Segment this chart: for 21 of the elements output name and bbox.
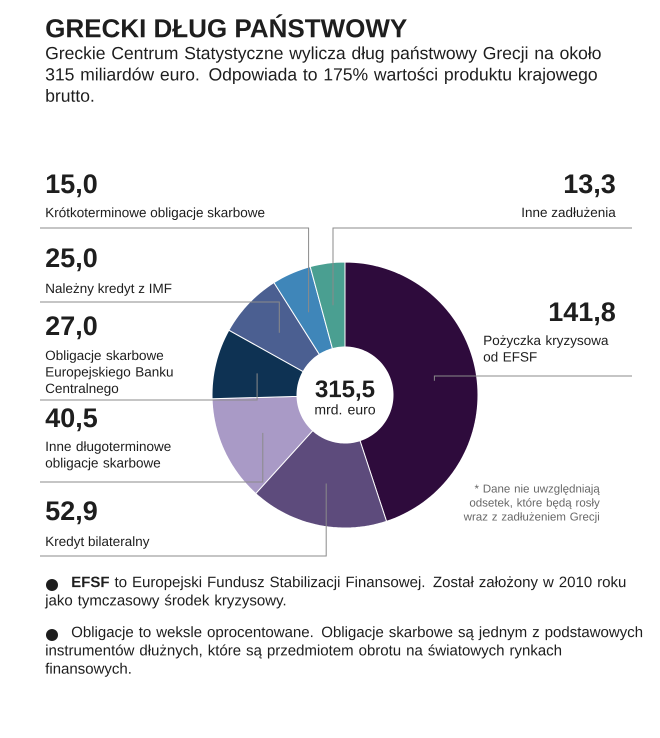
chart-subtitle: Greckie Centrum Statystyczne wylicza dług państwowy Grecji na około 315 miliardów euro. Odpowiada to 175% wartości produktu krajowego brutto. xyxy=(46,46,601,102)
slice-label: Należny kredyt z IMF xyxy=(46,283,172,296)
data-label: 15,0 xyxy=(46,174,97,198)
text: Obligacje to weksle oprocentowane. Obligacje skarbowe są jednym z podstawowych instrumentów dłużnych, które są przedmiotem obrotu na światowych rynkach finansowych. xyxy=(45,626,642,677)
text: 315,5 xyxy=(316,380,374,401)
slice-label: Obligacje skarbowe Europejskiego Banku Centralnego xyxy=(46,350,173,396)
text: * Dane nie uwzględniają odsetek, które będą rosły wraz z zadłużeniem Grecji xyxy=(464,484,600,523)
slice-label: Krótkoterminowe obligacje skarbowe xyxy=(46,207,264,220)
data-label: 52,9 xyxy=(46,501,97,524)
slice-label: Kredyt bilateralny xyxy=(46,536,150,549)
data-label: 141,8 xyxy=(550,302,615,326)
text: EFSF to Europejski Fundusz Stabilizacji Finansowej. Został założony w 2010 roku jako tymczasowy środek kryzysowy. xyxy=(44,576,626,608)
data-label: 40,5 xyxy=(46,408,97,432)
text: mrd. euro xyxy=(315,404,376,414)
slice-label: Inne zadłużenia xyxy=(522,207,616,218)
data-label: 13,3 xyxy=(564,174,615,198)
slice-label: Pożyczka kryzysowa od EFSF xyxy=(484,335,608,362)
chart-title: GRECKI DŁUG PAŃSTWOWY xyxy=(46,14,407,38)
data-label: 25,0 xyxy=(46,248,97,272)
data-label: 27,0 xyxy=(46,316,97,340)
slice-label: Inne długoterminowe obligacje skarbowe xyxy=(46,441,171,470)
